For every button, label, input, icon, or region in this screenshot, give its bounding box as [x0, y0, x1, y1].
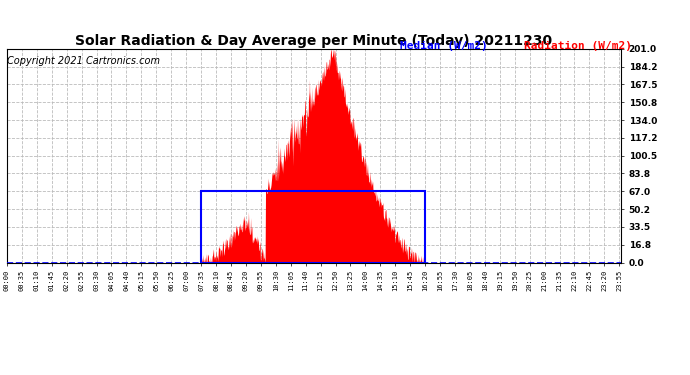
- Text: Copyright 2021 Cartronics.com: Copyright 2021 Cartronics.com: [7, 56, 160, 66]
- Text: Radiation (W/m2): Radiation (W/m2): [524, 41, 633, 51]
- Text: Median (W/m2): Median (W/m2): [400, 41, 488, 51]
- Bar: [201, 191, 425, 262]
- Title: Solar Radiation & Day Average per Minute (Today) 20211230: Solar Radiation & Day Average per Minute…: [75, 34, 553, 48]
